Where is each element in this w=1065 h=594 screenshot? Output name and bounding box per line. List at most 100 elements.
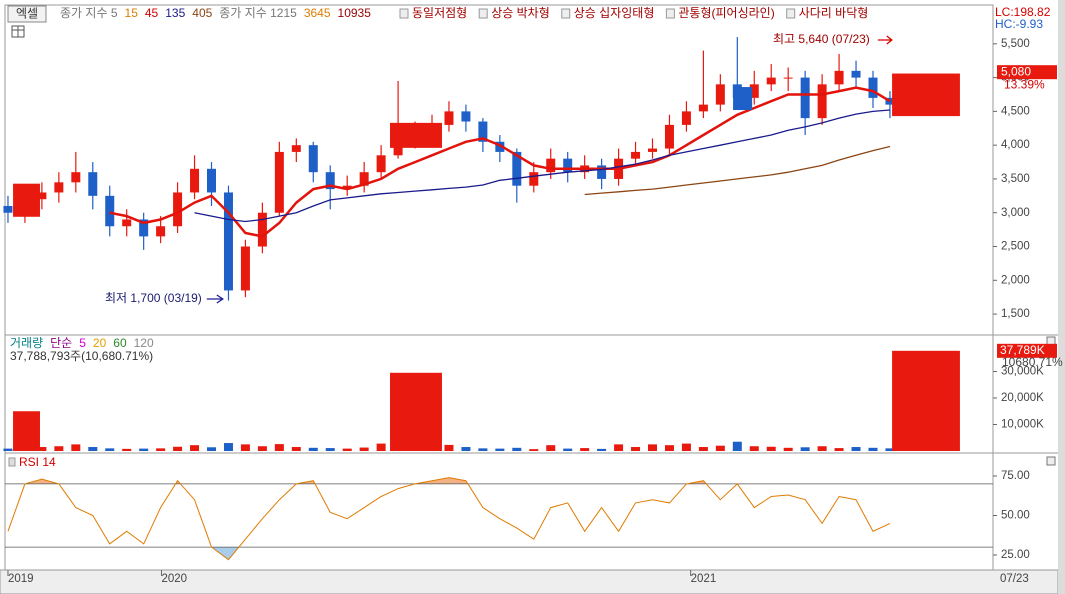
volume-bar (885, 448, 895, 451)
volume-bar (563, 448, 573, 451)
volume-bar (173, 446, 183, 451)
candle-body (698, 104, 708, 112)
x-tick-label: 2021 (691, 573, 717, 585)
high-annotation: 최고 5,640 (07/23) (773, 32, 870, 46)
legend-entry: 60 (113, 336, 127, 350)
plot-frame (4, 4, 994, 571)
pattern-box (892, 350, 960, 451)
candle-body (393, 141, 403, 156)
legend-entry: 120 (134, 336, 154, 350)
date-strip (0, 569, 1059, 594)
lc-label: LC:198.82 (995, 5, 1051, 19)
rsi-band-fill (7, 547, 890, 560)
candle-body (376, 155, 386, 173)
legend-entry: 거래량 (10, 336, 43, 350)
candle-body (240, 246, 250, 291)
candle-body (156, 226, 166, 237)
pattern-box (13, 183, 40, 217)
volume-ratio: 10680.71% (1002, 355, 1063, 369)
volume-bar (648, 444, 658, 451)
volume-bar (478, 448, 488, 451)
volume-bar (732, 441, 742, 451)
candle-body (597, 165, 607, 179)
hc-label: HC:-9.93 (995, 17, 1043, 31)
excel-button-label[interactable]: 엑셀 (16, 7, 38, 21)
candle-body (139, 219, 149, 237)
volume-bar (3, 448, 13, 451)
candle-body (868, 77, 878, 98)
candle-body (766, 77, 776, 85)
candle-body (664, 124, 674, 149)
volume-bar (207, 447, 217, 451)
last-volume-box (997, 343, 1057, 358)
y-tick-label: 4,500 (1001, 105, 1030, 117)
last-date: 07/23 (1000, 573, 1029, 585)
volume-bar (546, 445, 556, 451)
last-price-label: 5,080 (1001, 64, 1031, 78)
candle-body (800, 77, 810, 119)
candle-body (190, 168, 200, 193)
pattern-icon (561, 8, 571, 19)
candle-body (88, 172, 98, 196)
panel-button[interactable] (1046, 336, 1056, 346)
volume-bar (359, 447, 369, 451)
y-tick-label: 25.00 (1001, 549, 1030, 561)
volume-bar (308, 447, 318, 451)
candle-body (715, 84, 725, 105)
volume-bar (529, 449, 539, 451)
candle-body (257, 212, 267, 247)
x-tick-label: 2019 (8, 573, 34, 585)
candle-body (648, 148, 658, 152)
y-tick-label: 5,500 (1001, 38, 1030, 50)
volume-bar (614, 444, 624, 451)
pattern-box (733, 87, 753, 111)
candle-body (308, 145, 318, 173)
legend-entry: 10935 (338, 6, 372, 20)
candle-body (783, 77, 793, 79)
rsi-line (7, 477, 891, 561)
volume-bar (342, 448, 352, 451)
legend-entry: 종가 지수 1215 (219, 6, 297, 20)
candle-body (122, 219, 132, 227)
pattern-box (390, 122, 442, 148)
volume-bar (223, 443, 233, 451)
panel-button[interactable] (1046, 456, 1056, 466)
legend-entry: 5 (79, 336, 86, 350)
candle-body (37, 192, 47, 200)
annotation-arrow (877, 35, 893, 45)
candle-body (71, 172, 81, 183)
volume-bar (766, 446, 776, 451)
pattern-name: 사다리 바닥형 (799, 6, 869, 20)
pattern-box (390, 372, 442, 451)
candle-body (681, 111, 691, 125)
candle-body (54, 182, 64, 193)
volume-bar (800, 447, 810, 451)
excel-button[interactable] (7, 5, 47, 23)
x-tick-label: 2020 (161, 573, 187, 585)
y-tick-label: 75.00 (1001, 470, 1030, 482)
legend-entry: 405 (192, 6, 212, 20)
candle-body (325, 172, 335, 190)
legend-entry: 135 (165, 6, 185, 20)
volume-bar (868, 447, 878, 451)
candle-body (105, 195, 115, 227)
candle-body (274, 151, 284, 213)
volume-bar (444, 444, 454, 451)
pattern-icon (478, 8, 488, 19)
candle-body (461, 111, 471, 122)
y-tick-label: 1,500 (1001, 308, 1030, 320)
y-tick-label: 30,000K (1001, 365, 1044, 377)
legend-entry: 3645 (304, 6, 331, 20)
volume-bar (71, 444, 81, 451)
volume-bar (190, 445, 200, 451)
volume-bar (461, 447, 471, 451)
y-tick-label: 3,500 (1001, 173, 1030, 185)
volume-bar (105, 448, 115, 451)
legend-entry: 20 (93, 336, 107, 350)
candle-body (291, 145, 301, 152)
volume-bar (37, 447, 47, 451)
volume-bar (664, 445, 674, 451)
y-tick-label: 2,500 (1001, 241, 1030, 253)
volume-bar (122, 448, 132, 451)
